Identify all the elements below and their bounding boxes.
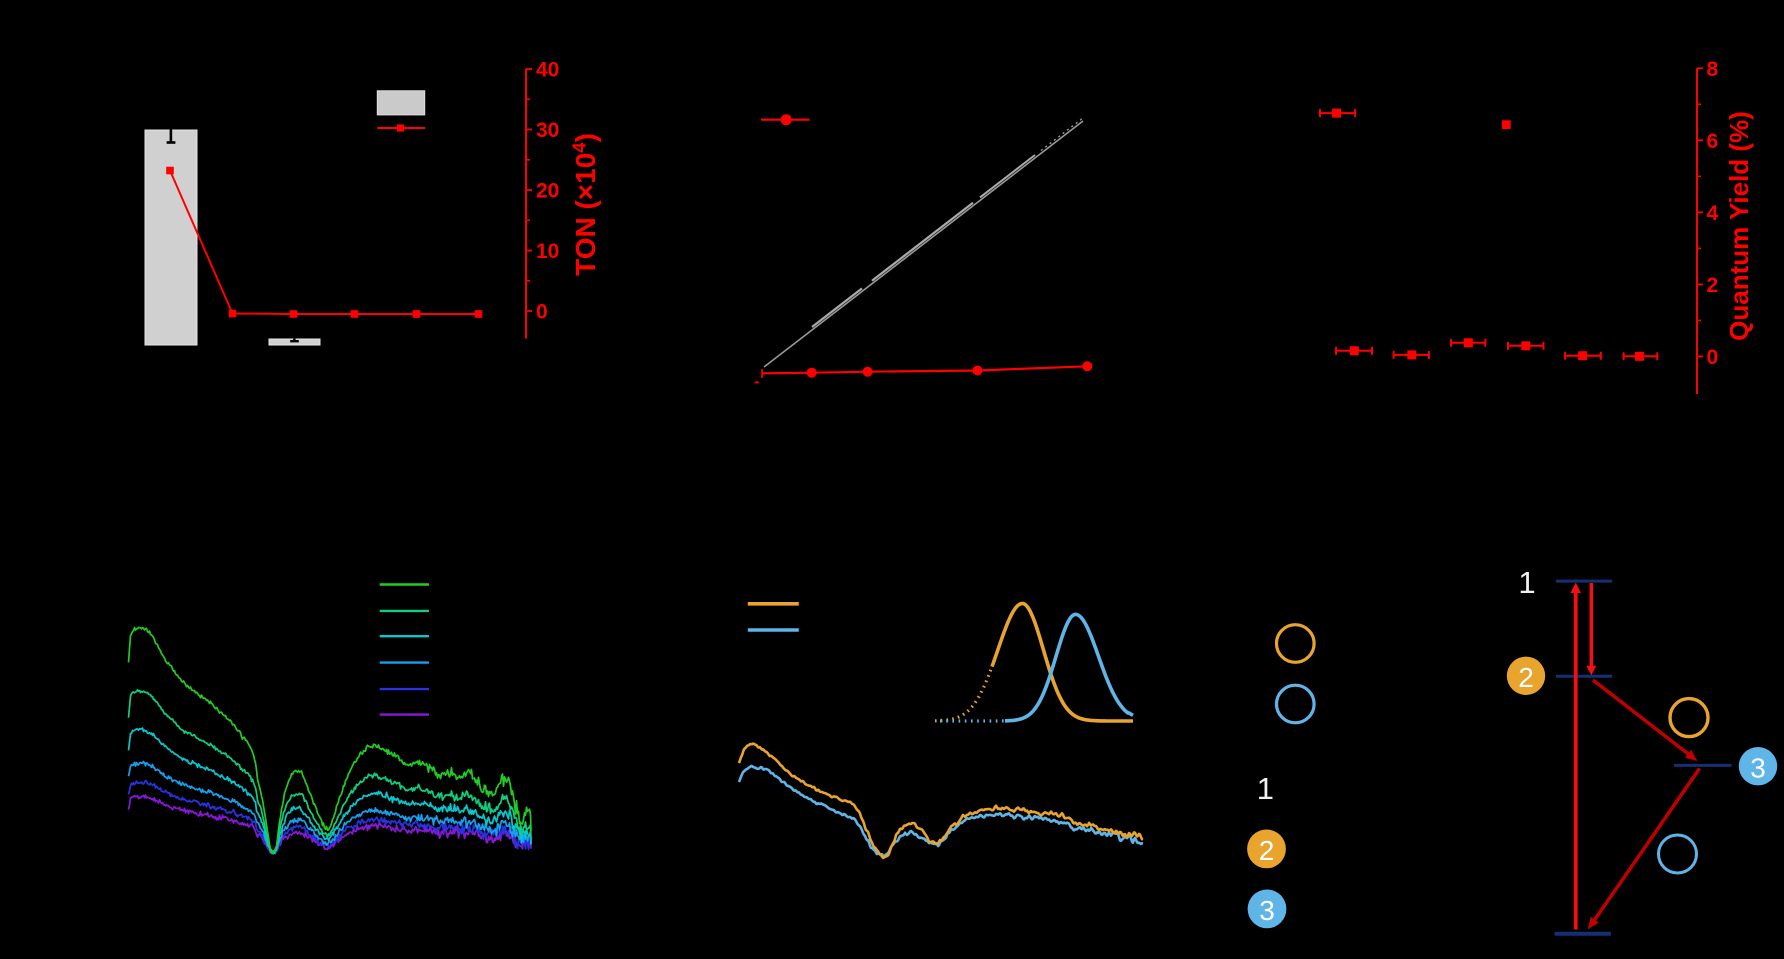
svg-text:3: 3 (1259, 895, 1275, 926)
svg-text:Quantum Yield (%): Quantum Yield (%) (1724, 111, 1754, 341)
svg-text:1: 1 (1257, 771, 1274, 806)
svg-text:TON (×104): TON (×104) (569, 133, 602, 276)
svg-text:3: 3 (1750, 752, 1766, 783)
svg-text:30: 30 (536, 119, 559, 142)
svg-text:40: 40 (536, 59, 559, 82)
svg-text:10: 10 (536, 240, 559, 263)
svg-text:20: 20 (536, 180, 559, 203)
svg-text:4: 4 (1707, 202, 1719, 225)
svg-text:6: 6 (1707, 130, 1719, 153)
svg-text:2: 2 (1518, 662, 1534, 693)
svg-text:1: 1 (1518, 565, 1535, 600)
svg-text:2: 2 (1259, 835, 1275, 866)
svg-text:0: 0 (1707, 346, 1719, 369)
svg-text:2: 2 (1707, 274, 1719, 297)
svg-text:8: 8 (1707, 58, 1719, 81)
svg-text:0: 0 (536, 301, 548, 324)
